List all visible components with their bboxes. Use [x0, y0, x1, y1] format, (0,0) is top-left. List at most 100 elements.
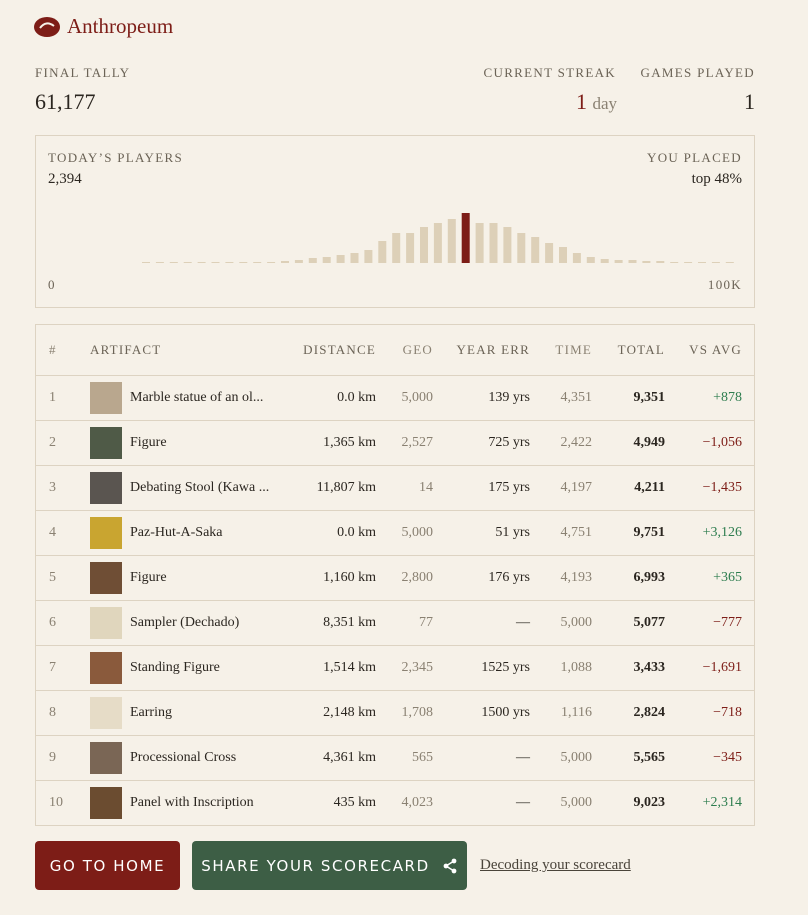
histogram-bar — [239, 262, 248, 263]
histogram-bar — [225, 262, 234, 263]
table-cell: 5,000 — [560, 750, 593, 765]
histogram-bar — [475, 223, 484, 263]
artifact-cell: Paz-Hut-A-Saka — [78, 517, 290, 549]
placed-label: YOU PLACED — [647, 150, 742, 165]
table-cell: 2,345 — [401, 660, 434, 675]
thumbnail — [90, 427, 122, 459]
column-header: YEAR ERR — [456, 342, 530, 357]
stat-value: 1 day — [576, 89, 617, 115]
table-cell: 4,351 — [560, 390, 593, 405]
stat-label: CURRENT STREAK — [483, 65, 616, 80]
table-cell: 8 — [49, 705, 56, 720]
histogram-card: TODAY’S PLAYERS 2,394 YOU PLACED top 48%… — [35, 135, 755, 308]
artifact-cell: Figure — [78, 562, 290, 594]
table-cell: 565 — [412, 750, 433, 765]
results-table: # ARTIFACT DISTANCE GEO YEAR ERR TIME TOTAL VS … — [35, 324, 755, 826]
thumbnail — [90, 562, 122, 594]
artifact-name: Figure — [130, 570, 167, 585]
thumbnail — [90, 517, 122, 549]
table-cell: 2,148 km — [323, 705, 376, 720]
histogram-bar — [378, 241, 387, 263]
histogram-bar — [656, 261, 665, 263]
table-cell: 176 yrs — [488, 570, 530, 585]
histogram-bar — [420, 227, 428, 263]
table-cell: 4,361 km — [323, 750, 376, 765]
table-row: 7 Standing Figure 1,514 km 2,345 1525 yrs 1,0… — [36, 645, 754, 690]
column-header: # — [49, 342, 57, 357]
stat-label: FINAL TALLY — [35, 65, 131, 80]
artifact-name: Processional Cross — [130, 750, 237, 765]
histogram-bar — [211, 262, 220, 263]
stat-value: 1 — [744, 89, 755, 114]
logo[interactable]: Anthropeum — [33, 14, 173, 39]
table-cell: +2,314 — [702, 795, 742, 810]
placed-value: top 48% — [691, 171, 742, 187]
table-cell: 4,751 — [560, 525, 593, 540]
table-cell: 2,422 — [560, 435, 593, 450]
table-row: 3 Debating Stool (Kawa ... 11,807 km 14 175 … — [36, 465, 754, 510]
table-cell: +3,126 — [702, 525, 742, 540]
table-cell: 14 — [419, 480, 433, 495]
histogram-bar — [545, 243, 554, 263]
table-cell: 2,800 — [401, 570, 434, 585]
histogram-bar — [614, 260, 623, 263]
column-header: TIME — [555, 342, 592, 357]
table-cell: 5,000 — [401, 525, 434, 540]
histogram-bar — [169, 262, 178, 263]
table-cell: 1 — [49, 390, 56, 405]
table-cell: 9,351 — [633, 390, 666, 405]
artifact-name: Panel with Inscription — [130, 795, 254, 810]
histogram-bar — [183, 262, 192, 263]
table-cell: −718 — [713, 705, 742, 720]
table-cell: 4,197 — [560, 480, 593, 495]
table-cell: −777 — [713, 615, 742, 630]
thumbnail — [90, 787, 122, 819]
table-cell: 1,514 km — [323, 660, 376, 675]
streak-value: 1 — [575, 89, 587, 114]
table-cell: 9 — [49, 750, 56, 765]
stat-label: GAMES PLAYED — [640, 65, 755, 80]
share-icon — [443, 858, 457, 873]
histogram-bar — [559, 247, 567, 263]
table-cell: 11,807 km — [316, 480, 376, 495]
table-row: 8 Earring 2,148 km 1,708 1500 yrs 1,116 2,824 −… — [36, 690, 754, 735]
table-header: # ARTIFACT DISTANCE GEO YEAR ERR TIME TOTAL VS … — [36, 325, 754, 375]
histogram-bar — [350, 253, 359, 263]
decode-link[interactable]: Decoding your scorecard — [480, 857, 631, 873]
table-cell: 3,433 — [633, 660, 666, 675]
table-cell: 1525 yrs — [481, 660, 530, 675]
thumbnail — [90, 382, 122, 414]
table-cell: 0.0 km — [337, 525, 376, 540]
histogram-bar — [155, 262, 164, 263]
histogram-bar — [392, 233, 401, 263]
table-cell: 2,824 — [633, 705, 666, 720]
table-cell: 7 — [49, 660, 56, 675]
histogram-bar — [281, 261, 289, 263]
histogram-bar — [322, 257, 331, 263]
artifact-cell: Earring — [78, 697, 290, 729]
histogram-bar — [308, 258, 317, 263]
table-cell: 5,077 — [633, 615, 666, 630]
histogram-bar — [628, 260, 637, 263]
axis-max: 100K — [707, 277, 742, 292]
home-button[interactable]: GO TO HOME — [35, 841, 180, 890]
table-cell: 5,565 — [633, 750, 666, 765]
logo-icon — [34, 16, 60, 37]
table-cell: 77 — [419, 615, 433, 630]
table-cell: 0.0 km — [337, 390, 376, 405]
table-cell: 5,000 — [560, 795, 593, 810]
histogram-bar — [517, 233, 526, 263]
artifact-cell: Debating Stool (Kawa ... — [78, 472, 290, 504]
table-cell: −1,435 — [702, 480, 742, 495]
histogram-bar — [253, 262, 262, 263]
thumbnail — [90, 652, 122, 684]
table-cell: 8,351 km — [323, 615, 376, 630]
share-text: SHARE YOUR SCORECARD — [201, 856, 430, 875]
share-button[interactable]: SHARE YOUR SCORECARD — [192, 841, 467, 890]
table-cell: 1,708 — [401, 705, 434, 720]
histogram-bar — [433, 223, 442, 263]
artifact-cell: Standing Figure — [78, 652, 290, 684]
thumbnail — [90, 472, 122, 504]
histogram-bar — [364, 250, 373, 263]
histogram — [142, 213, 734, 263]
